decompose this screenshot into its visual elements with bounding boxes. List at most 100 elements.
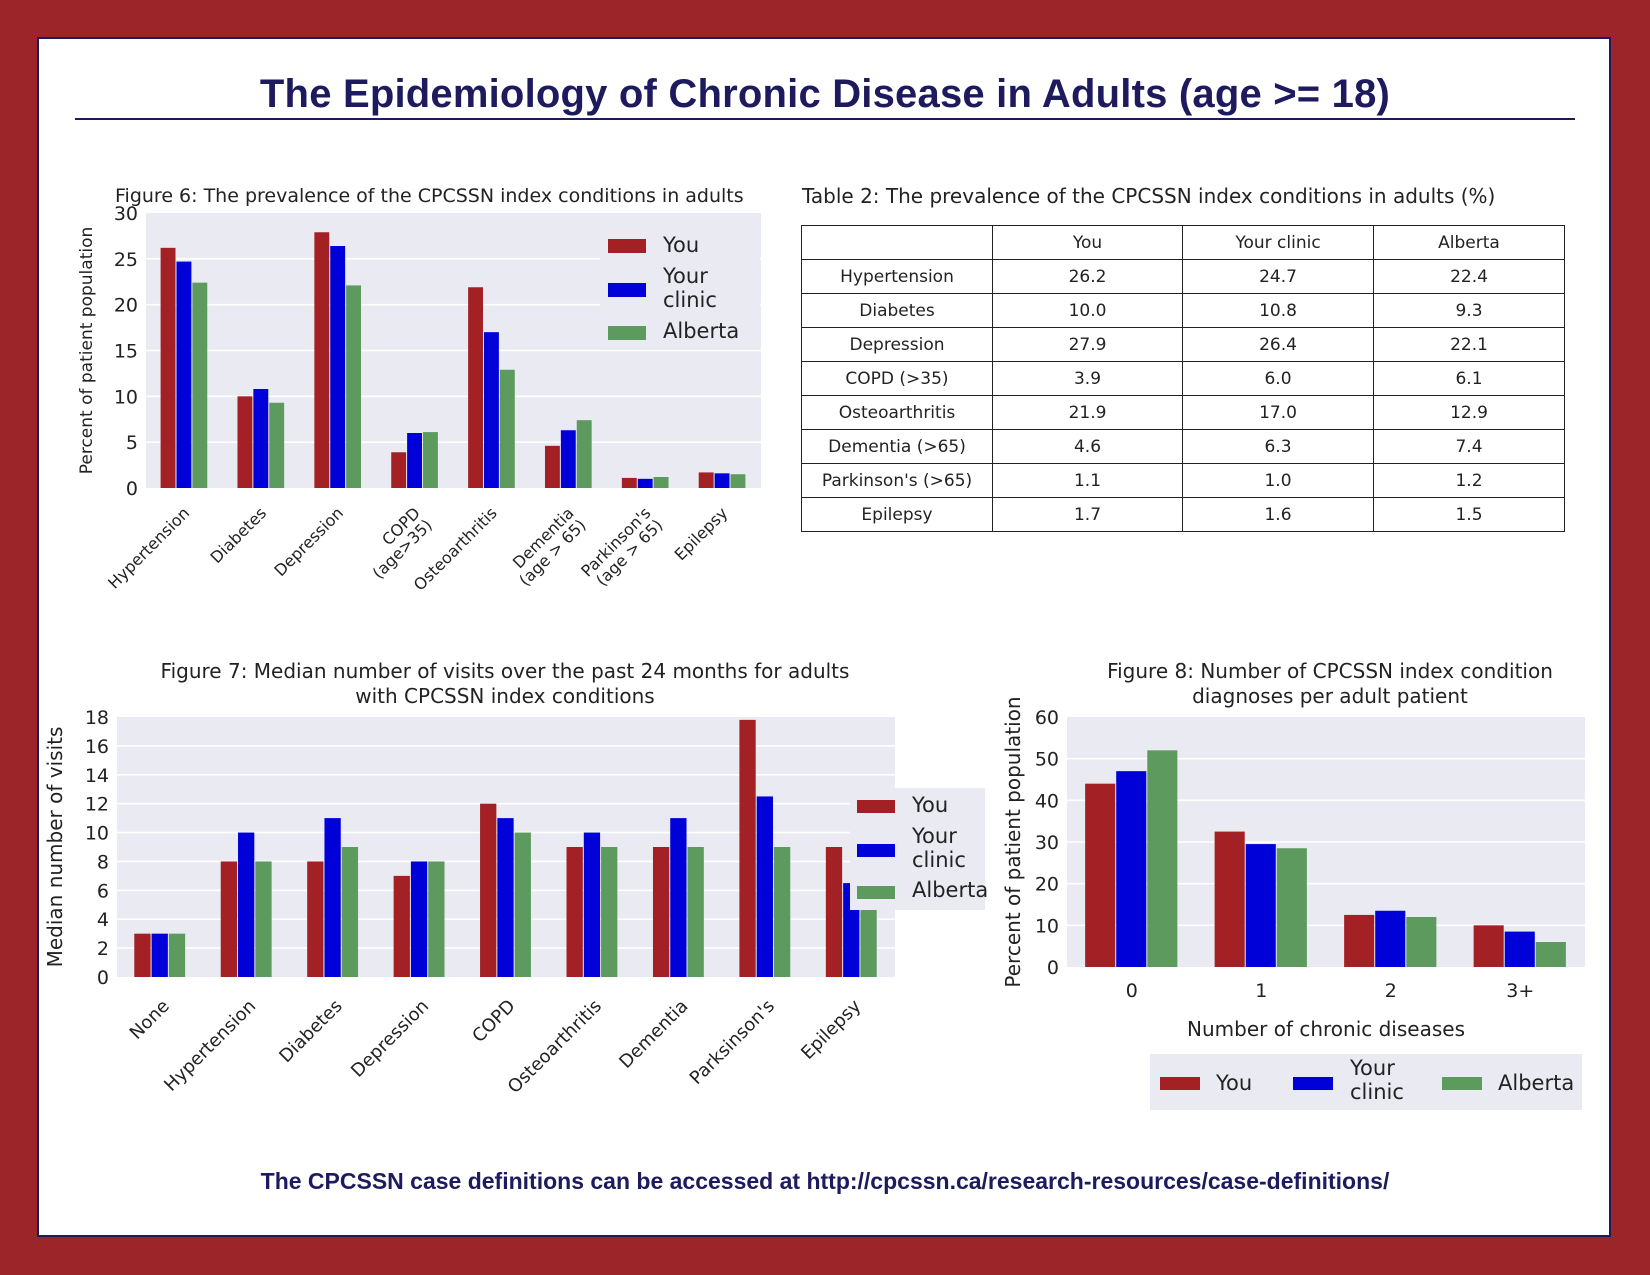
table-header-cell: You [992, 225, 1183, 260]
bar-your-clinic [253, 389, 269, 488]
bar-alberta [730, 474, 746, 488]
y-tick-label: 20 [1035, 874, 1059, 896]
bar-your-clinic [324, 818, 341, 977]
legend-label: Your clinic [1349, 1056, 1404, 1104]
bar-you [698, 472, 714, 488]
table-cell: 1.7 [992, 497, 1183, 532]
y-axis-label: Percent of patient population [1001, 696, 1025, 987]
bar-your-clinic [560, 430, 576, 488]
table-cell: 1.2 [1373, 463, 1565, 498]
y-tick-label: 25 [114, 249, 138, 271]
legend-swatch [608, 326, 646, 340]
bar-you [391, 452, 407, 488]
table-cell: 10.8 [1182, 293, 1374, 328]
legend-swatch [608, 283, 646, 297]
legend-label: You [1215, 1071, 1252, 1095]
table-row: Dementia (>65) 4.6 6.3 7.4 [801, 429, 1565, 464]
chart-title: Figure 6: The prevalence of the CPCSSN i… [115, 185, 744, 207]
y-tick-label: 14 [85, 765, 109, 787]
bar-alberta [1276, 848, 1307, 967]
bar-you [134, 933, 151, 977]
table-row-label: Depression [801, 327, 993, 362]
y-tick-label: 12 [85, 794, 109, 816]
chart-title: Figure 8: Number of CPCSSN index conditi… [1107, 659, 1553, 708]
bar-alberta [192, 282, 208, 488]
bar-your-clinic [714, 473, 730, 488]
table-row: Depression 27.9 26.4 22.1 [801, 327, 1565, 362]
bar-you [480, 803, 497, 977]
legend-swatch [1442, 1077, 1482, 1090]
bar-alberta [1535, 942, 1566, 967]
y-tick-label: 20 [114, 295, 138, 317]
legend-swatch [608, 239, 646, 253]
bar-your-clinic [238, 832, 255, 977]
table-cell: 27.9 [992, 327, 1183, 362]
bar-alberta [773, 847, 791, 977]
table-2-caption: Table 2: The prevalence of the CPCSSN in… [802, 184, 1496, 208]
bar-your-clinic [1245, 844, 1276, 967]
x-category-label: 2 [1385, 980, 1397, 1002]
page-title: The Epidemiology of Chronic Disease in A… [259, 72, 1391, 116]
bar-you [220, 861, 238, 977]
bar-your-clinic [407, 433, 423, 488]
table-row: Hypertension 26.2 24.7 22.4 [801, 259, 1565, 294]
table-cell: 24.7 [1182, 259, 1374, 294]
x-axis-label: Number of chronic diseases [1187, 1017, 1465, 1041]
bar-alberta [601, 847, 618, 977]
bar-you [825, 847, 843, 977]
bar-your-clinic [330, 246, 346, 488]
bar-alberta [346, 285, 362, 488]
bar-alberta [499, 369, 515, 488]
y-tick-label: 60 [1035, 707, 1059, 729]
bar-alberta [341, 847, 359, 977]
legend-swatch [857, 844, 895, 857]
legend-label: You [911, 793, 948, 817]
table-row: COPD (>35) 3.9 6.0 6.1 [801, 361, 1565, 396]
bar-you [468, 287, 483, 488]
chart-title: Figure 7: Median number of visits over t… [161, 659, 850, 708]
legend-label: Your clinic [911, 824, 966, 872]
legend-label: Alberta [1498, 1071, 1574, 1095]
bar-you [314, 232, 330, 488]
bar-alberta [423, 432, 438, 488]
bar-your-clinic [583, 832, 601, 977]
bar-your-clinic [670, 818, 687, 977]
y-tick-label: 5 [126, 432, 138, 454]
bar-you [1344, 914, 1375, 967]
table-row-label: Epilepsy [801, 497, 993, 532]
bar-you [307, 861, 324, 977]
table-header-row: You Your clinic Alberta [801, 225, 1565, 260]
table-header-cell: Alberta [1373, 225, 1565, 260]
bar-alberta [1406, 917, 1437, 967]
y-tick-label: 0 [97, 967, 109, 989]
table-cell: 9.3 [1373, 293, 1565, 328]
bar-you [544, 445, 560, 488]
bar-alberta [1147, 750, 1178, 967]
legend-swatch [857, 800, 895, 813]
bar-alberta [687, 847, 704, 977]
table-row-label: Dementia (>65) [801, 429, 993, 464]
table-cell: 26.2 [992, 259, 1183, 294]
y-tick-label: 2 [97, 938, 109, 960]
table-row-label: Hypertension [801, 259, 993, 294]
bar-alberta [255, 861, 272, 977]
table-row-label: Osteoarthritis [801, 395, 993, 430]
table-cell: 6.0 [1182, 361, 1374, 396]
legend-label: You [662, 233, 699, 257]
table-2: You Your clinic Alberta Hypertension 26.2… [801, 225, 1565, 532]
bar-alberta [269, 402, 285, 488]
bar-you [1473, 925, 1504, 967]
bar-alberta [428, 861, 445, 977]
y-tick-label: 30 [114, 203, 138, 225]
bar-you [1085, 783, 1116, 967]
table-cell: 3.9 [992, 361, 1183, 396]
table-cell: 1.5 [1373, 497, 1565, 532]
y-tick-label: 4 [97, 909, 109, 931]
table-cell: 6.1 [1373, 361, 1565, 396]
title-divider [75, 118, 1575, 120]
table-row: Epilepsy 1.7 1.6 1.5 [801, 497, 1565, 532]
legend-swatch [857, 886, 895, 899]
y-tick-label: 10 [114, 386, 138, 408]
legend-label: Alberta [663, 319, 739, 343]
